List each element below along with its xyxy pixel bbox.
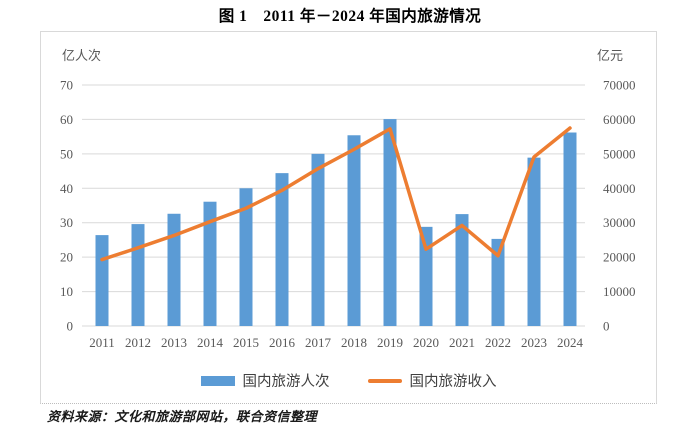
bar-2018 <box>347 135 361 326</box>
left-axis-tick: 20 <box>60 250 73 265</box>
chart-frame: 亿人次 亿元 0 0 10 10000 20 20000 30 30000 40 40000 50 5… <box>40 31 657 404</box>
x-axis-tick: 2021 <box>449 335 475 350</box>
x-axis-tick: 2014 <box>197 335 224 350</box>
bar-2013 <box>167 213 181 326</box>
left-axis-tick: 0 <box>67 319 74 334</box>
x-axis-tick: 2024 <box>557 335 584 350</box>
bar-2024 <box>563 132 577 326</box>
x-axis-tick: 2020 <box>413 335 439 350</box>
bar-2015 <box>239 188 253 326</box>
revenue-line <box>100 126 572 262</box>
bar-2021 <box>455 214 469 326</box>
left-axis-tick: 50 <box>60 146 73 161</box>
x-axis-tick: 2018 <box>341 335 367 350</box>
left-axis-tick: 10 <box>60 284 73 299</box>
bar-2012 <box>131 224 145 326</box>
right-axis-tick: 10000 <box>603 284 636 299</box>
left-axis-tick: 60 <box>60 112 73 127</box>
x-axis-tick: 2017 <box>305 335 332 350</box>
right-axis-tick: 30000 <box>603 215 636 230</box>
bar-2023 <box>527 157 541 326</box>
left-axis-tick: 70 <box>60 78 73 93</box>
bar-2020 <box>419 226 433 326</box>
source-note: 资料来源：文化和旅游部网站，联合资信整理 <box>47 409 318 424</box>
left-axis-unit-label: 亿人次 <box>62 48 102 63</box>
legend-item-bars: 国内旅游人次 <box>200 370 330 391</box>
right-axis-tick: 50000 <box>603 146 636 161</box>
bar-2016 <box>275 173 289 326</box>
x-axis-tick: 2016 <box>269 335 296 350</box>
x-axis-tick: 2022 <box>485 335 511 350</box>
right-axis-unit-label: 亿元 <box>597 48 624 63</box>
bar-2019 <box>383 119 397 326</box>
line-series-swatch <box>367 378 402 383</box>
x-axis-tick: 2019 <box>377 335 403 350</box>
plot-area: 0 0 10 10000 20 20000 30 30000 40 40000 50 50000 60 6… <box>60 78 636 351</box>
bar-2022 <box>491 238 505 326</box>
bar-2011 <box>95 235 109 326</box>
bar-series-label: 国内旅游人次 <box>242 374 330 390</box>
x-axis-tick: 2011 <box>89 335 115 350</box>
legend: 国内旅游人次 国内旅游收入 <box>41 370 656 391</box>
right-axis-tick: 70000 <box>603 78 636 93</box>
x-axis-tick: 2023 <box>521 335 547 350</box>
right-axis-tick: 40000 <box>603 181 636 196</box>
x-axis-tick: 2015 <box>233 335 259 350</box>
chart-title: 图 1 2011 年－2024 年国内旅游情况 <box>218 8 482 25</box>
right-axis-tick: 60000 <box>603 112 636 127</box>
right-axis-tick: 20000 <box>603 250 636 265</box>
legend-item-line: 国内旅游收入 <box>367 370 497 391</box>
bar-2017 <box>311 153 325 326</box>
bar-2014 <box>203 201 217 326</box>
bar-series-swatch <box>200 375 235 386</box>
right-axis-tick: 0 <box>603 319 610 334</box>
x-axis-tick: 2013 <box>161 335 187 350</box>
x-axis-tick: 2012 <box>125 335 151 350</box>
left-axis-tick: 30 <box>60 215 73 230</box>
left-axis-tick: 40 <box>60 181 73 196</box>
line-series-label: 国内旅游收入 <box>409 374 497 390</box>
